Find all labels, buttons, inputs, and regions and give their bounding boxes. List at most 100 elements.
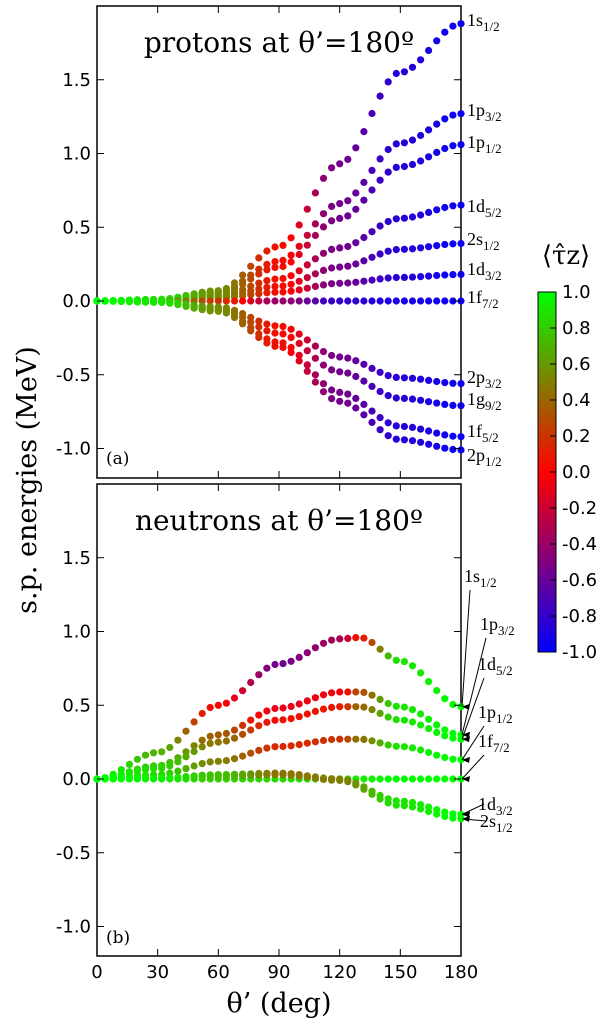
point-a-1-136 <box>368 166 376 174</box>
label-arrowhead-5 <box>462 811 470 818</box>
point-b-0-84 <box>263 664 271 672</box>
point-a-3-152 <box>400 214 408 222</box>
point-a-9-104 <box>303 361 311 369</box>
point-b-1-164 <box>425 715 433 723</box>
point-a-5-152 <box>400 273 408 281</box>
point-a-10-32 <box>158 298 166 306</box>
panel-b-title: neutrons at θ’=180º <box>135 504 423 537</box>
point-a-3-112 <box>319 249 328 257</box>
point-b-6-88 <box>271 771 279 779</box>
point-a-10-168 <box>433 442 441 450</box>
point-a-2-124 <box>344 212 352 220</box>
point-b-4-144 <box>384 775 392 783</box>
point-a-5-124 <box>344 279 352 287</box>
point-b-1-116 <box>328 689 336 697</box>
point-a-7-88 <box>271 322 279 330</box>
point-b-4-160 <box>417 775 425 783</box>
point-b-6-180 <box>457 815 465 823</box>
point-b-0-156 <box>408 662 417 670</box>
point-a-6-132 <box>360 297 368 305</box>
point-b-3-48 <box>190 762 198 770</box>
point-b-1-152 <box>400 703 408 711</box>
point-a-7-92 <box>279 322 287 331</box>
point-b-3-128 <box>352 735 360 743</box>
point-b-2-116 <box>328 703 336 712</box>
point-b-2-148 <box>392 716 400 724</box>
point-b-6-40 <box>174 774 182 782</box>
point-b-2-152 <box>400 716 408 724</box>
point-a-0-108 <box>311 189 319 197</box>
point-a-4-160 <box>417 244 425 252</box>
point-a-6-80 <box>255 297 263 305</box>
point-a-5-76 <box>247 291 255 299</box>
point-a-3-164 <box>425 208 433 216</box>
point-a-5-176 <box>449 271 457 279</box>
point-a-10-92 <box>279 343 287 351</box>
point-a-6-124 <box>344 297 352 305</box>
point-b-0-140 <box>376 645 384 653</box>
ytick-label-a-5: -1.0 <box>56 439 91 460</box>
point-b-1-132 <box>360 688 368 697</box>
point-a-5-116 <box>328 280 336 288</box>
point-a-6-84 <box>263 297 271 305</box>
point-b-4-140 <box>376 775 384 783</box>
level-label-a-5: 1d3/2 <box>467 259 502 283</box>
level-label-b-4: 1f7/2 <box>478 731 510 755</box>
point-a-3-128 <box>352 239 360 247</box>
point-b-3-116 <box>328 735 336 744</box>
point-a-1-176 <box>449 111 457 119</box>
point-b-2-164 <box>425 725 433 733</box>
point-b-6-16 <box>125 775 133 783</box>
point-b-2-176 <box>449 734 457 742</box>
point-a-7-180 <box>457 380 465 388</box>
point-b-6-36 <box>166 774 174 782</box>
point-b-3-104 <box>303 739 311 747</box>
point-a-5-172 <box>441 271 449 279</box>
point-b-6-12 <box>117 775 125 783</box>
point-a-2-84 <box>263 266 271 274</box>
point-a-1-180 <box>457 110 465 118</box>
point-b-4-168 <box>433 775 441 783</box>
level-label-a-6: 1f7/2 <box>467 287 499 311</box>
point-b-0-64 <box>222 699 230 707</box>
point-b-0-48 <box>190 718 198 726</box>
point-a-3-80 <box>255 279 263 287</box>
point-a-2-152 <box>400 162 408 171</box>
point-b-0-16 <box>125 760 133 769</box>
point-a-1-160 <box>417 131 425 140</box>
point-a-6-104 <box>303 297 311 305</box>
point-a-0-140 <box>376 92 384 100</box>
point-b-2-140 <box>376 709 384 718</box>
point-b-4-136 <box>368 775 376 783</box>
point-b-3-88 <box>271 743 279 751</box>
point-b-3-56 <box>206 758 214 766</box>
colorbar-tick-label-4: 0.2 <box>562 426 591 447</box>
point-b-0-172 <box>441 695 449 703</box>
point-b-6-72 <box>239 771 247 780</box>
point-a-7-80 <box>255 317 263 325</box>
point-a-0-136 <box>368 109 376 118</box>
point-a-10-16 <box>125 298 133 306</box>
point-b-2-88 <box>271 716 279 724</box>
point-a-0-176 <box>449 22 457 30</box>
level-label-b-0: 1s1/2 <box>464 566 497 590</box>
point-a-6-156 <box>408 297 417 305</box>
point-a-4-148 <box>392 246 400 254</box>
point-b-2-112 <box>319 705 328 713</box>
point-a-2-132 <box>360 196 368 204</box>
point-b-4-148 <box>392 775 400 783</box>
point-b-2-128 <box>352 703 360 711</box>
point-b-0-44 <box>182 727 190 735</box>
point-b-2-144 <box>384 713 392 721</box>
point-b-6-100 <box>295 772 303 780</box>
ytick-label-a-4: -0.5 <box>56 365 91 386</box>
point-b-2-52 <box>198 743 206 751</box>
point-a-3-100 <box>295 267 303 275</box>
point-a-6-176 <box>449 297 457 305</box>
panel-a-title: protons at θ’=180º <box>144 26 414 59</box>
point-b-2-84 <box>263 718 271 726</box>
point-a-10-96 <box>287 348 295 356</box>
point-a-10-136 <box>368 418 376 426</box>
point-a-10-172 <box>441 444 449 452</box>
point-a-10-48 <box>190 304 198 312</box>
